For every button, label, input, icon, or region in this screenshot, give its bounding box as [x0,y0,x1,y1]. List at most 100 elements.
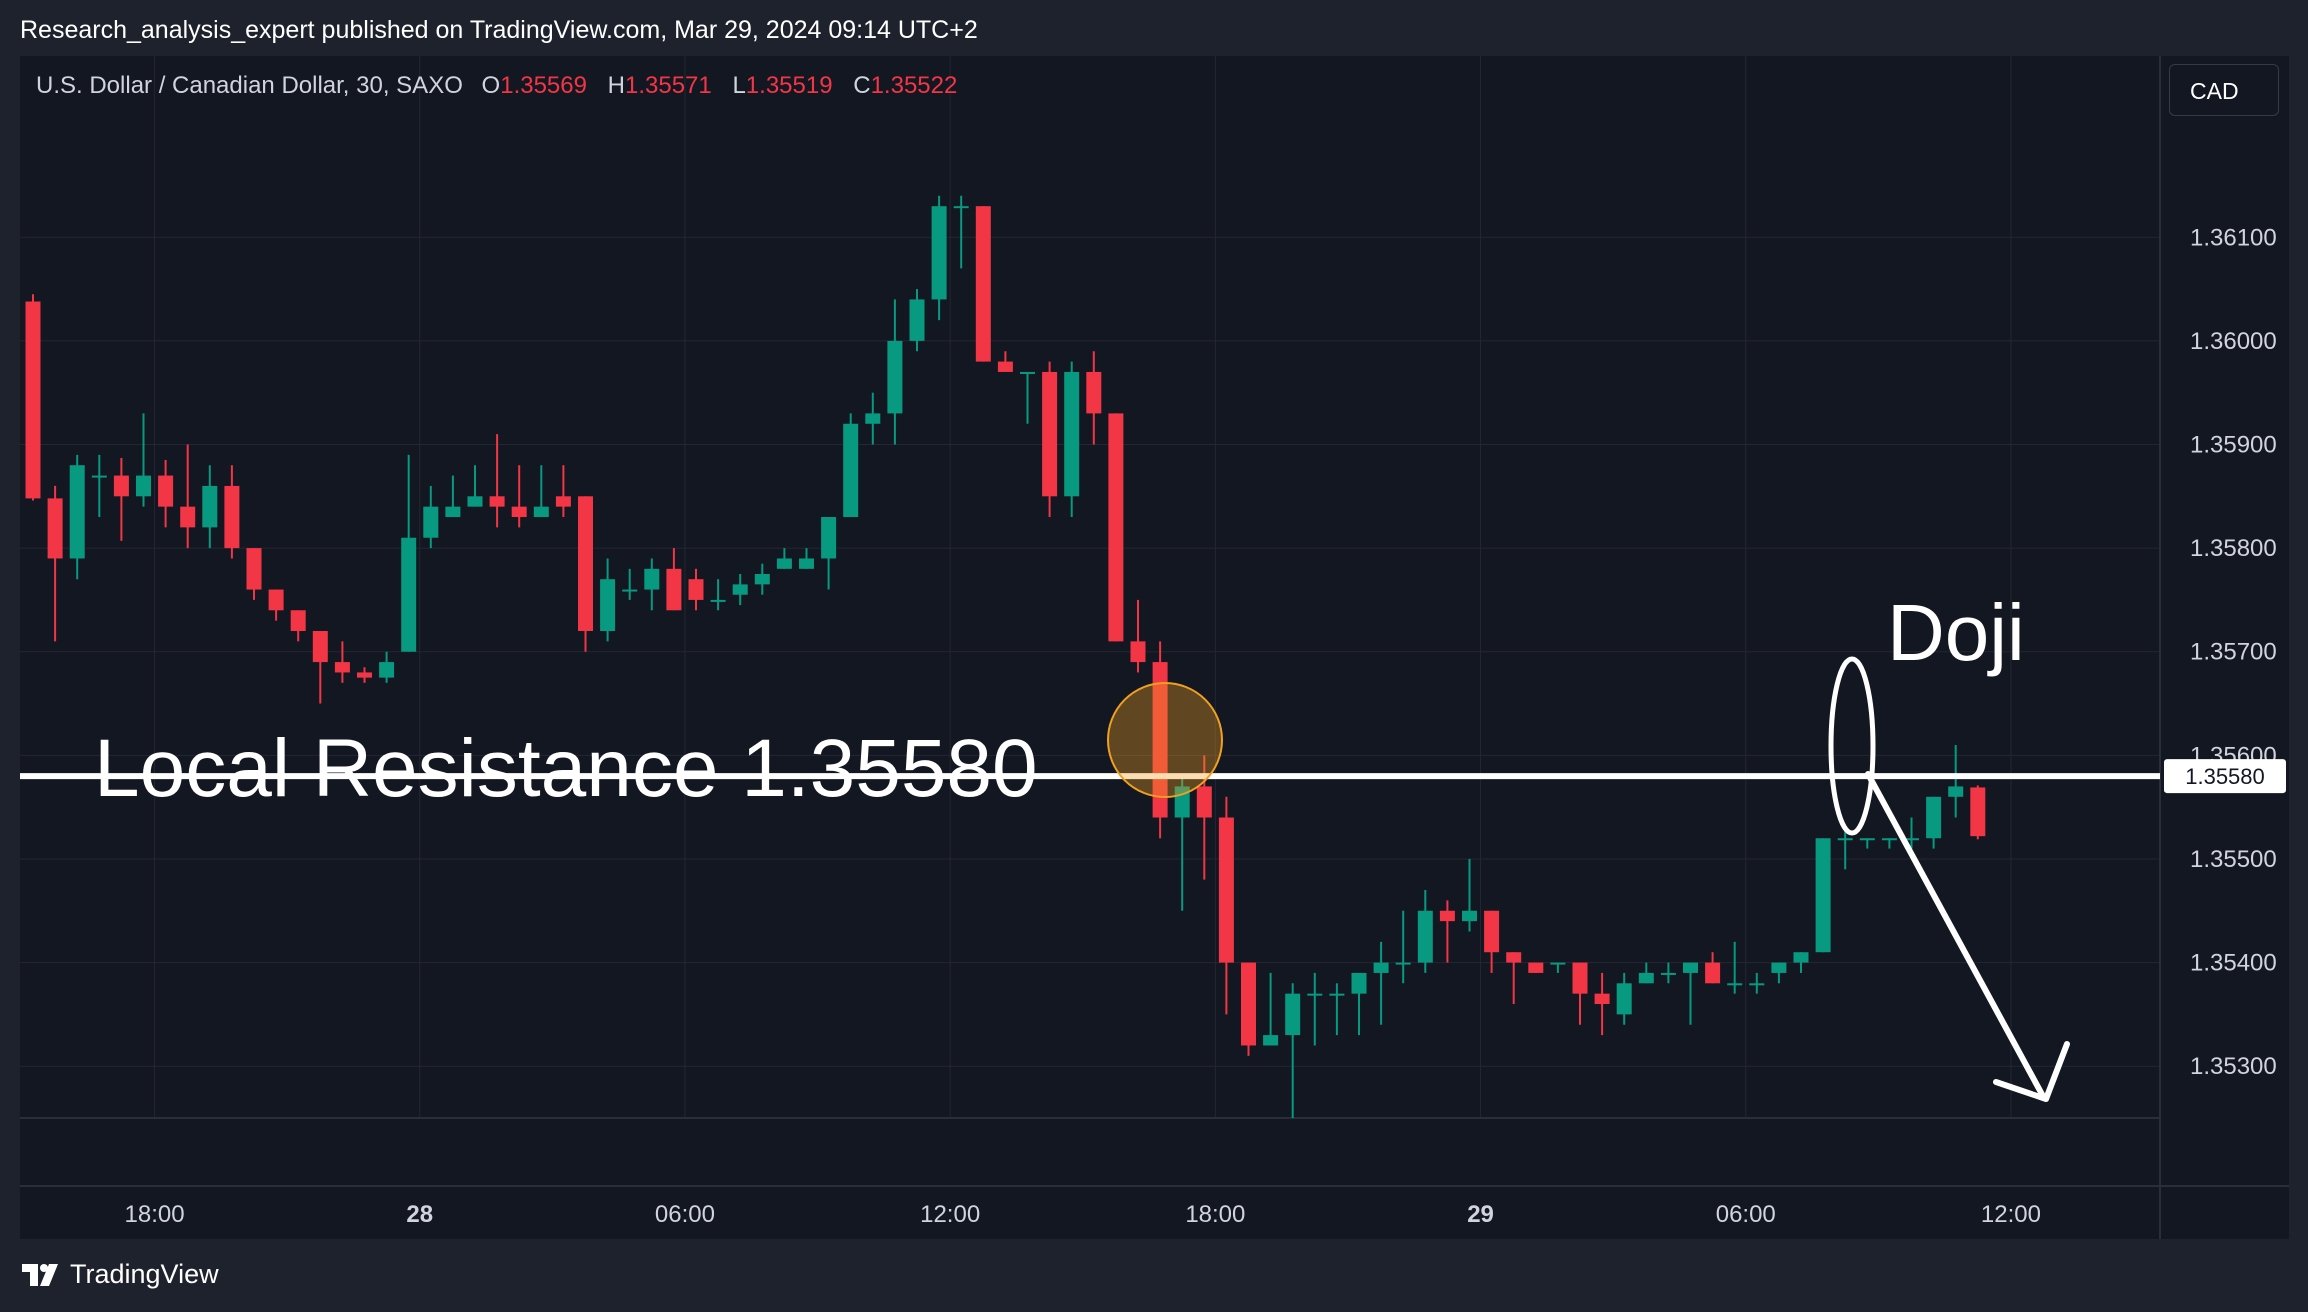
candle-body-73 [1638,972,1654,984]
brand-name: TradingView [70,1259,219,1289]
candle-body-60 [1351,972,1367,994]
y-tick-label-3: 1.35800 [2190,535,2277,562]
candle-body-17 [401,537,417,652]
candle-body-84 [1881,838,1897,841]
candle-body-67 [1506,952,1522,963]
y-tick-label-7: 1.35400 [2190,950,2277,977]
candle-body-49 [1108,413,1124,642]
candle-body-48 [1086,371,1102,414]
candle-body-83 [1859,838,1875,841]
candle-body-20 [467,496,483,507]
high-value: 1.35571 [625,72,712,99]
candle-body-79 [1771,962,1787,973]
candle-body-50 [1130,641,1146,663]
low-value: 1.35519 [745,72,833,99]
candle-body-4 [113,475,129,497]
candle-body-76 [1705,962,1721,984]
candle-body-15 [357,672,372,678]
candle-body-47 [1064,371,1080,497]
candle-body-36 [821,517,837,559]
candle-body-66 [1484,910,1500,953]
candle-body-30 [688,579,704,600]
candle-body-39 [887,340,903,414]
candle-body-74 [1660,972,1676,975]
candle-body-46 [1042,371,1058,497]
candle-body-65 [1462,910,1477,922]
currency-button[interactable]: CAD [2169,64,2279,116]
candle-body-21 [489,496,505,507]
candle-body-54 [1218,817,1234,963]
header-bar: Research_analysis_expert published on Tr… [0,0,2308,56]
candle-body-57 [1285,993,1301,1036]
candle-body-27 [622,589,638,592]
candle-body-23 [533,506,549,518]
candle-body-41 [931,206,947,300]
candle-body-29 [666,568,682,611]
candle-body-37 [843,423,859,518]
candle-body-3 [91,475,107,478]
candle-body-9 [224,485,240,549]
footer: TradingView [0,1239,2308,1312]
candle-body-16 [379,662,395,678]
doji-ellipse [1828,656,1876,836]
candle-body-11 [268,589,284,611]
x-tick-label-4: 18:00 [1185,1201,1245,1228]
y-tick-label-1: 1.36000 [2190,328,2277,355]
candle-body-71 [1594,993,1610,1005]
resistance-price-tag-bg [2164,759,2286,794]
candle-body-28 [644,568,660,590]
candle-body-58 [1307,993,1323,996]
candle-body-38 [865,413,881,424]
candle-body-68 [1528,962,1544,973]
candle-body-10 [246,548,262,590]
x-tick-label-3: 12:00 [920,1201,980,1228]
candle-body-12 [290,610,306,631]
candle-body-63 [1417,910,1433,963]
candle-body-55 [1241,962,1256,1046]
candle-body-7 [180,506,196,528]
candle-body-5 [136,475,151,497]
high-label: H [607,72,625,99]
tradingview-logo[interactable]: TradingView [22,1259,219,1290]
candle-body-0 [25,301,41,499]
publish-info: Research_analysis_expert published on Tr… [20,16,978,44]
candle-body-75 [1683,962,1698,973]
close-value: 1.35522 [870,72,958,99]
candle-body-85 [1904,838,1919,841]
arrow-head [1993,1041,2070,1102]
tradingview-icon [22,1263,58,1286]
candle-body-80 [1793,952,1809,963]
candle-body-82 [1837,838,1853,841]
close-label: C [853,72,871,99]
x-tick-label-0: 18:00 [125,1201,185,1228]
arrow-shaft [1865,771,2047,1101]
candle-body-72 [1616,983,1632,1015]
candle-body-44 [997,361,1013,372]
candle-body-86 [1926,796,1942,839]
candle-body-43 [975,206,991,362]
candle-body-18 [423,506,439,538]
candle-body-6 [158,475,174,507]
y-tick-label-8: 1.35300 [2190,1053,2277,1080]
candle-body-78 [1749,983,1765,986]
candlestick-chart[interactable]: 1.361001.360001.359001.358001.357001.356… [20,56,2289,1239]
candle-body-35 [799,558,814,569]
candle-body-88 [1970,787,1986,837]
candle-body-13 [312,631,328,663]
x-tick-label-2: 06:00 [655,1201,715,1228]
open-value: 1.35569 [500,72,587,99]
chart-frame[interactable]: 1.36100 1.36000 1.35900 1.35800 1.35700 1.356… [20,56,2289,1239]
open-label: O [481,72,501,99]
y-tick-label-6: 1.35500 [2190,846,2277,873]
doji-label: Doji [1887,588,2025,677]
candle-body-1 [47,498,63,559]
candle-body-87 [1948,786,1964,797]
resistance-label: Local Resistance 1.35580 [94,723,1038,814]
symbol-legend: U.S. Dollar / Canadian Dollar, 30, SAXO … [36,72,971,100]
candle-body-24 [555,496,571,507]
candle-body-25 [578,496,593,631]
low-label: L [732,72,746,99]
candle-body-62 [1395,962,1411,965]
candle-body-2 [69,465,85,559]
x-tick-label-7: 12:00 [1981,1201,2041,1228]
